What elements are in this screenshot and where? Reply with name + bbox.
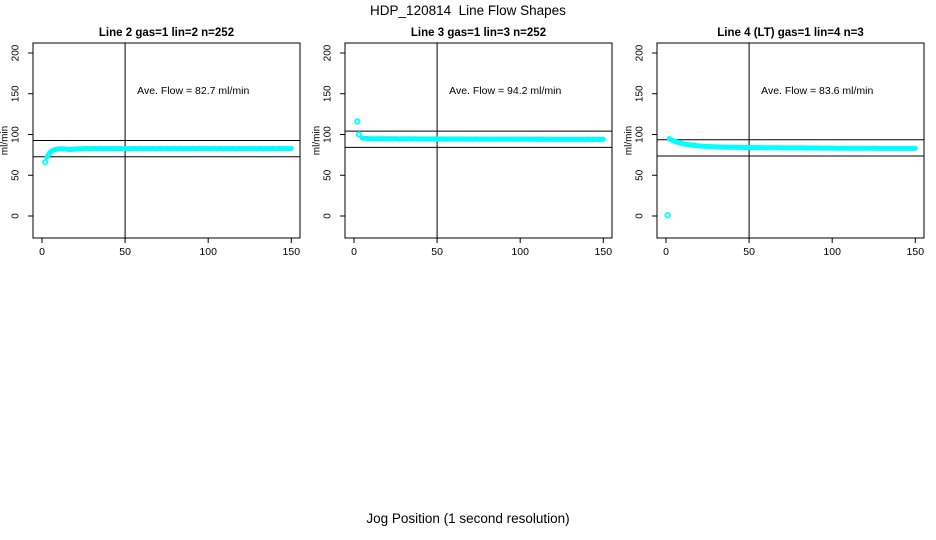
outlier-point xyxy=(42,159,49,166)
panel-line4-chart: Line 4 (LT) gas=1 lin=4 n=3 0 50 100 150 200 0… xyxy=(624,25,936,275)
svg-text:150: 150 xyxy=(635,85,646,102)
svg-text:Line 3 gas=1 lin=3 n=252: Line 3 gas=1 lin=3 n=252 xyxy=(411,27,546,39)
svg-text:150: 150 xyxy=(595,246,613,258)
outlier-point xyxy=(355,131,363,138)
svg-text:50: 50 xyxy=(431,246,443,258)
scatter-plot: Line 3 gas=1 lin=3 n=252 0 50 100 150 200 0 50 1… xyxy=(312,27,613,258)
svg-text:50: 50 xyxy=(743,246,755,258)
svg-text:Line 2 gas=1 lin=2 n=252: Line 2 gas=1 lin=2 n=252 xyxy=(99,27,234,39)
panel-title: Line 4 (LT) gas=1 lin=4 n=3 xyxy=(717,27,863,39)
svg-text:0: 0 xyxy=(323,213,334,219)
axes: 0 50 100 150 200 0 50 100 150 ml/min xyxy=(312,42,613,258)
ave-flow-annotation: Ave. Flow = 83.6 ml/min xyxy=(761,85,873,97)
outlier-point xyxy=(354,118,361,125)
svg-text:200: 200 xyxy=(11,44,22,61)
reference-lines xyxy=(33,43,300,238)
svg-text:0: 0 xyxy=(39,246,45,258)
y-axis-label: ml/min xyxy=(312,126,323,155)
y-axis-label: ml/min xyxy=(0,126,11,155)
svg-text:50: 50 xyxy=(323,169,334,181)
ave-flow-annotation: Ave. Flow = 82.7 ml/min xyxy=(137,85,249,97)
outlier-point xyxy=(664,212,671,219)
data-series xyxy=(354,118,606,142)
svg-text:50: 50 xyxy=(119,246,131,258)
figure-title: HDP_120814 Line Flow Shapes xyxy=(370,3,566,18)
ave-flow-annotation: Ave. Flow = 94.2 ml/min xyxy=(449,85,561,97)
panel-line2-chart: Line 2 gas=1 lin=2 n=252 0 50 100 150 200 0 50 1… xyxy=(0,25,312,275)
axes: 0 50 100 150 200 0 50 100 150 ml/min xyxy=(624,42,925,258)
scatter-plot: Line 4 (LT) gas=1 lin=4 n=30501001502000… xyxy=(624,27,925,258)
data-series xyxy=(42,145,294,166)
svg-text:100: 100 xyxy=(823,246,841,258)
panel-title: Line 2 gas=1 lin=2 n=252 xyxy=(99,27,234,39)
svg-text:150: 150 xyxy=(323,85,334,102)
reference-lines xyxy=(657,43,924,238)
data-series xyxy=(664,136,918,219)
svg-text:100: 100 xyxy=(323,126,334,143)
axes: 0 50 100 150 200 0 50 100 150 ml/min xyxy=(0,42,301,258)
svg-text:100: 100 xyxy=(635,126,646,143)
svg-text:50: 50 xyxy=(11,169,22,181)
svg-text:150: 150 xyxy=(11,85,22,102)
svg-text:0: 0 xyxy=(351,246,357,258)
svg-text:0: 0 xyxy=(11,213,22,219)
svg-text:100: 100 xyxy=(511,246,529,258)
y-axis-label: ml/min xyxy=(624,126,635,155)
svg-text:100: 100 xyxy=(199,246,217,258)
svg-text:100: 100 xyxy=(11,126,22,143)
svg-text:150: 150 xyxy=(283,246,301,258)
panel-line3-chart: Line 3 gas=1 lin=3 n=252 0 50 100 150 200 0 50 1… xyxy=(312,25,624,275)
svg-text:0: 0 xyxy=(635,213,646,219)
scatter-plot: Line 2 gas=1 lin=2 n=252 0 50 100 150 200 0 50 1… xyxy=(0,27,301,258)
svg-text:150: 150 xyxy=(907,246,925,258)
x-axis-label: Jog Position (1 second resolution) xyxy=(366,511,570,526)
svg-text:50: 50 xyxy=(635,169,646,181)
panel-title: Line 3 gas=1 lin=3 n=252 xyxy=(411,27,546,39)
svg-text:0: 0 xyxy=(663,246,669,258)
svg-text:200: 200 xyxy=(323,44,334,61)
svg-text:Line 4 (LT) gas=1 lin=4 n=3: Line 4 (LT) gas=1 lin=4 n=3 xyxy=(717,27,863,39)
svg-text:200: 200 xyxy=(635,44,646,61)
